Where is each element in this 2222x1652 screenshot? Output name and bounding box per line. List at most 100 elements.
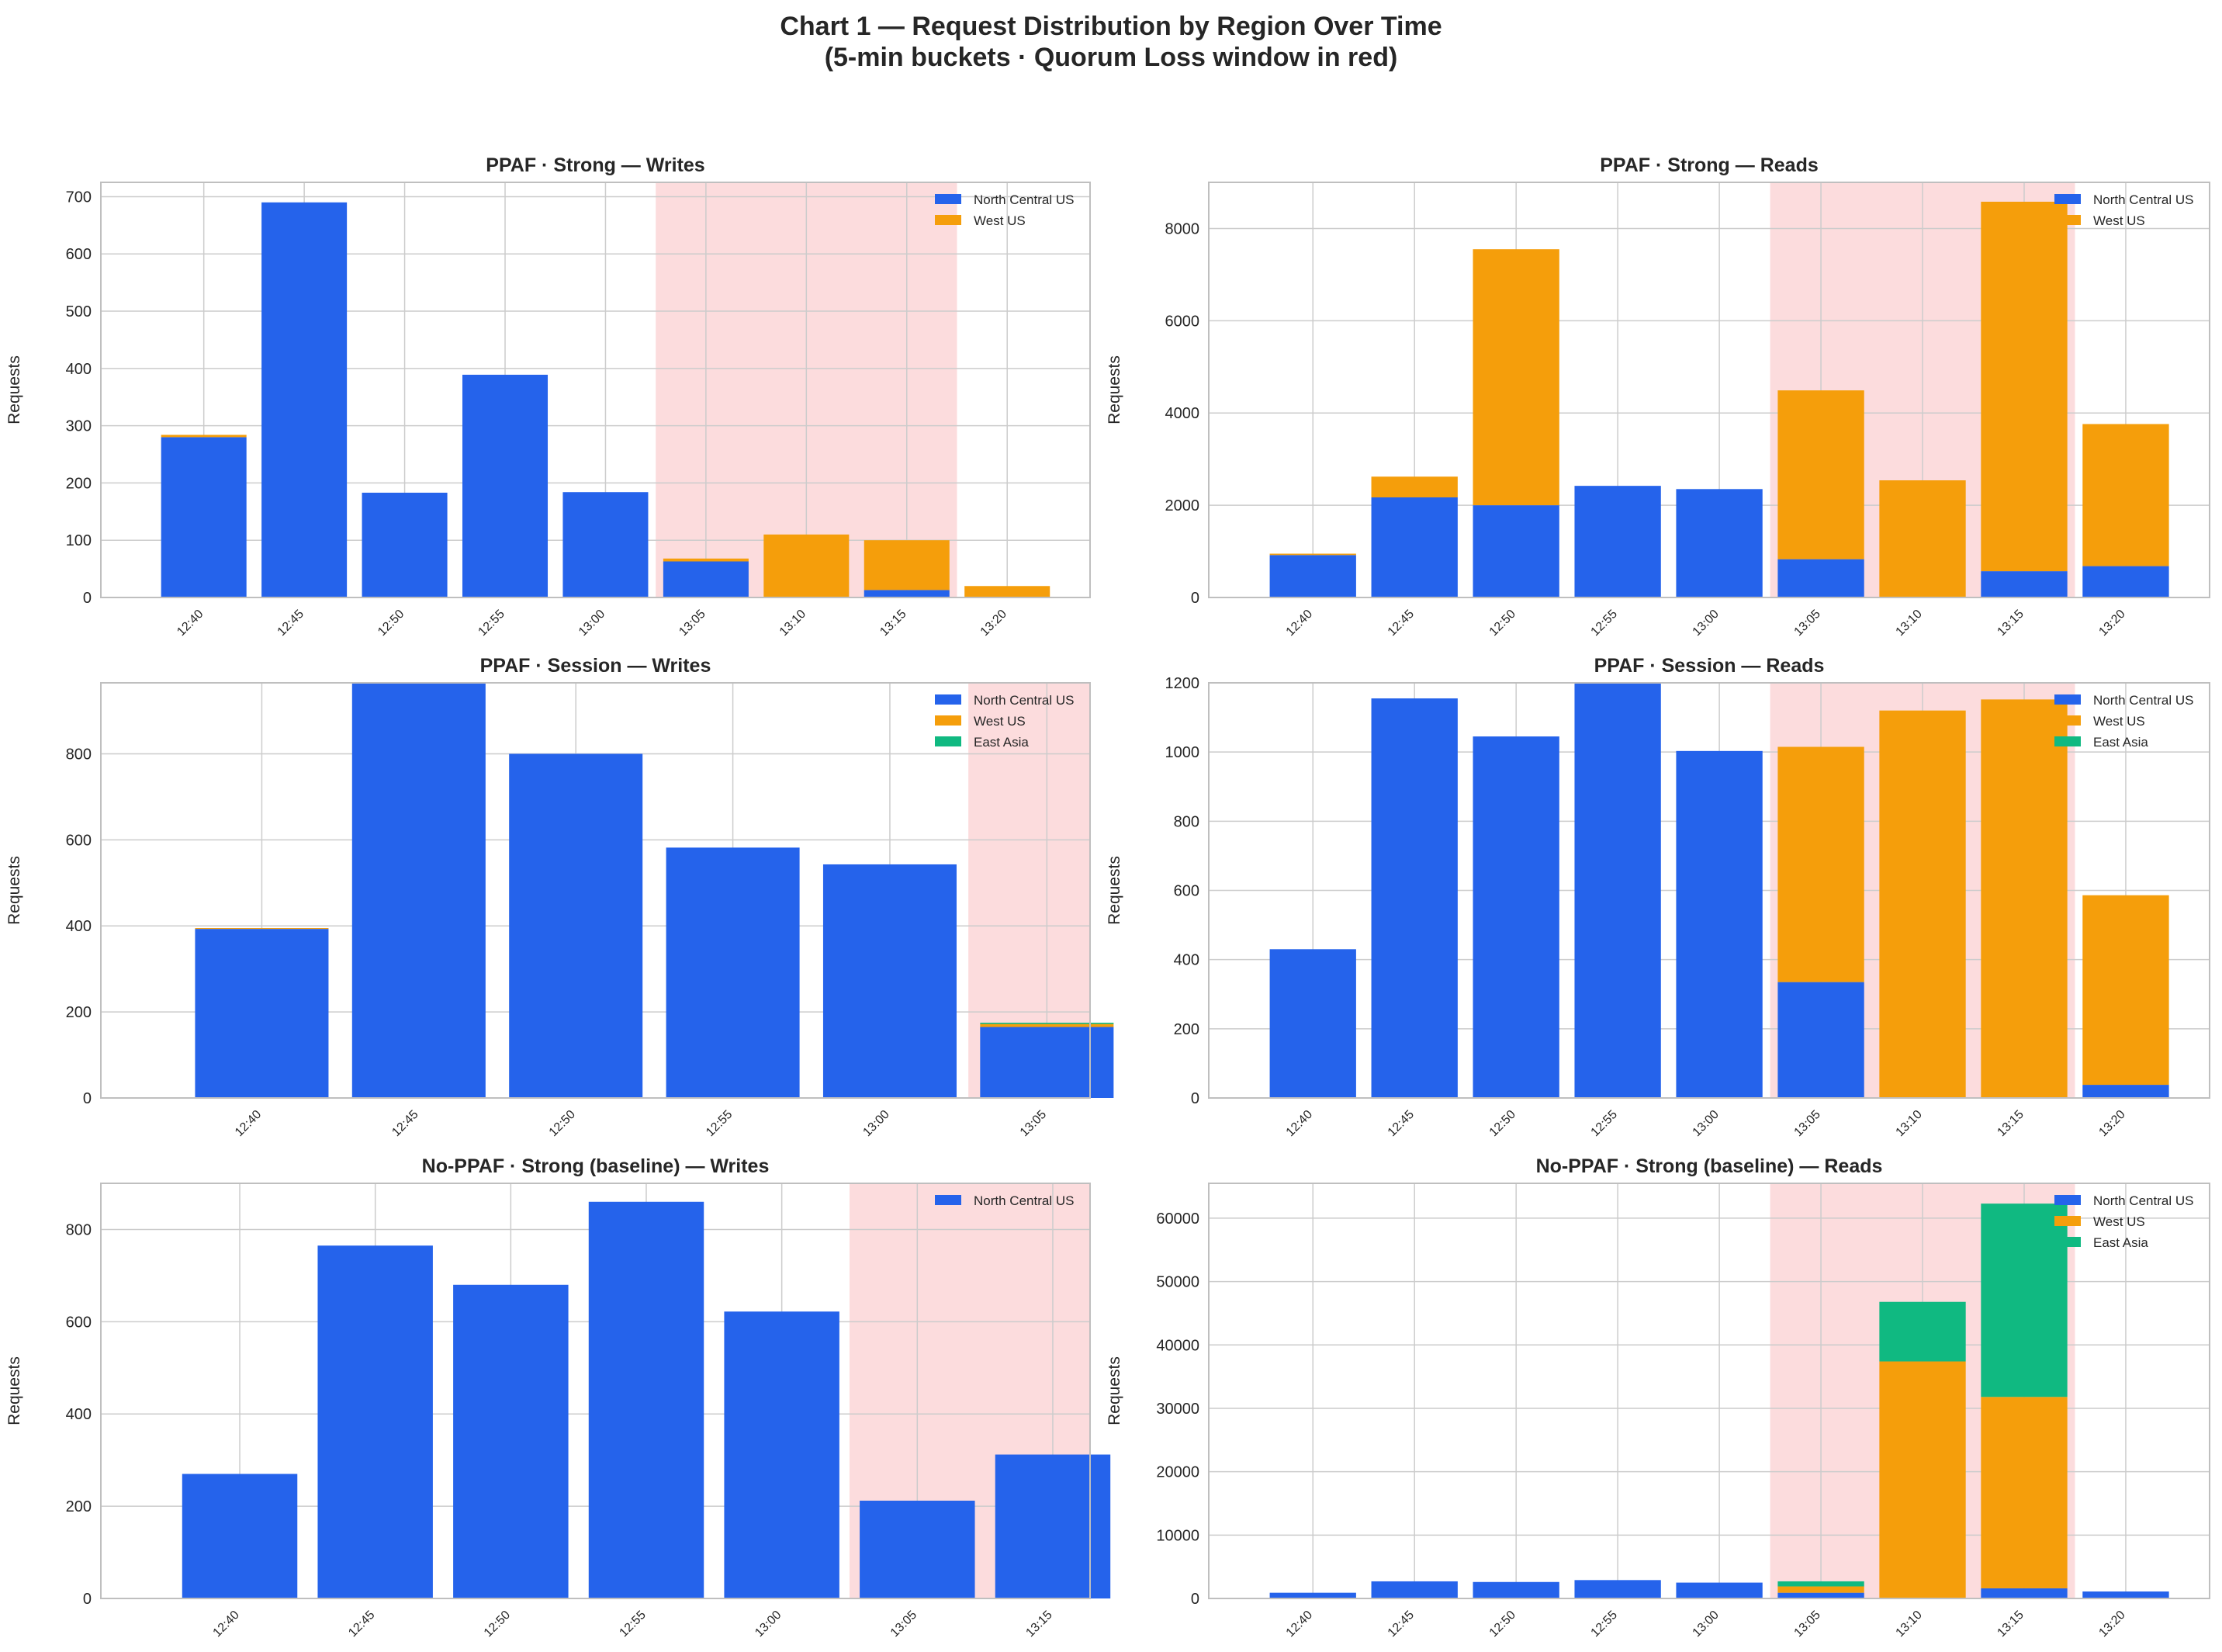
bar-north-central-us-1240	[195, 929, 329, 1098]
bar-north-central-us-1305	[1777, 559, 1864, 597]
bar-north-central-us-1255	[666, 847, 800, 1098]
x-tick-label: 12:40	[175, 608, 206, 639]
panel-6: 0 10000 20000 30000 40000 50000 60000 12:40 12:4…	[1106, 1155, 2210, 1640]
panel-2: 0 2000 4000 6000 8000 12:40 12:45 12:50 12:55 13:…	[1106, 154, 2210, 639]
y-axis-label: Requests	[1106, 856, 1123, 925]
y-tick-label: 200	[66, 475, 92, 492]
y-tick-label: 1000	[1165, 744, 1200, 761]
bar-west-us-1320	[964, 586, 1050, 597]
x-tick-label: 13:20	[2096, 1609, 2127, 1640]
bar-north-central-us-1240	[161, 437, 247, 597]
x-tick-label: 12:40	[233, 1108, 264, 1139]
bar-north-central-us-1305	[663, 561, 749, 597]
axes-frame	[1208, 682, 2210, 1099]
x-tick-label: 13:15	[1995, 1609, 2026, 1640]
bar-west-us-1315	[1981, 201, 2068, 572]
legend-swatch-west-us	[2054, 1216, 2081, 1226]
x-tick-label: 13:20	[2096, 608, 2127, 639]
x-tick-label: 12:40	[1284, 1108, 1315, 1139]
y-tick-label: 60000	[1156, 1210, 1199, 1228]
axes-frame	[1208, 182, 2210, 598]
x-tick-label: 13:05	[1792, 1108, 1823, 1139]
bar-north-central-us-1300	[724, 1311, 839, 1598]
y-tick-label: 0	[83, 1591, 92, 1608]
x-tick-label: 13:00	[1691, 1108, 1722, 1139]
y-tick-label: 20000	[1156, 1464, 1199, 1481]
axes-frame	[100, 682, 1091, 1099]
x-tick-label: 12:45	[275, 608, 306, 639]
legend-label-north-central-us: North Central US	[974, 693, 1074, 708]
x-tick-label: 13:00	[753, 1609, 784, 1640]
y-tick-label: 0	[1191, 1591, 1199, 1608]
y-tick-label: 40000	[1156, 1337, 1199, 1354]
legend-swatch-north-central-us	[2054, 694, 2081, 705]
legend-label-west-us: West US	[974, 213, 1026, 228]
y-tick-label: 200	[1174, 1021, 1199, 1038]
axes-frame	[100, 182, 1091, 598]
panel-title: No-PPAF · Strong (baseline) — Reads	[1536, 1155, 1883, 1177]
x-tick-label: 12:50	[1487, 1108, 1518, 1139]
bar-north-central-us-1300	[1676, 489, 1763, 597]
bar-west-us-1240	[161, 435, 247, 438]
bar-west-us-1305	[980, 1023, 1114, 1027]
legend-label-north-central-us: North Central US	[2093, 693, 2193, 708]
y-axis-label: Requests	[5, 856, 23, 925]
bar-north-central-us-1255	[1574, 683, 1661, 1098]
bar-north-central-us-1300	[1676, 750, 1763, 1098]
x-tick-label: 12:50	[376, 608, 407, 639]
legend-label-north-central-us: North Central US	[974, 1193, 1074, 1208]
x-tick-label: 13:20	[978, 608, 1009, 639]
y-tick-label: 8000	[1165, 220, 1200, 237]
bar-north-central-us-1245	[1371, 1581, 1458, 1598]
x-tick-label: 12:55	[1589, 1609, 1620, 1640]
bar-west-us-1315	[864, 540, 950, 590]
figure-title-line-1: Chart 1 — Request Distribution by Region…	[780, 12, 1442, 41]
x-tick-label: 12:55	[1589, 1108, 1620, 1139]
y-tick-label: 600	[66, 246, 92, 263]
bar-north-central-us-1300	[1676, 1582, 1763, 1598]
legend: North Central US West US East Asia	[2054, 693, 2193, 750]
y-tick-label: 50000	[1156, 1274, 1199, 1291]
x-tick-label: 12:50	[1487, 608, 1518, 639]
legend-label-west-us: West US	[2093, 714, 2145, 729]
bar-west-us-1315	[1981, 1397, 2068, 1588]
x-tick-label: 13:15	[1995, 1108, 2026, 1139]
x-tick-label: 12:40	[1284, 1609, 1315, 1640]
x-tick-label: 13:10	[1894, 1609, 1925, 1640]
bar-west-us-1305	[1777, 390, 1864, 559]
bar-north-central-us-1315	[995, 1454, 1111, 1598]
panel-1: 0 100 200 300 400 500 600 700 12:40 12:45 12:50 12:…	[5, 154, 1091, 639]
x-tick-label: 13:10	[777, 608, 808, 639]
y-tick-label: 400	[1174, 952, 1199, 969]
legend: North Central US West US East Asia	[2054, 1193, 2193, 1250]
bar-north-central-us-1315	[864, 590, 950, 597]
bar-north-central-us-1250	[1473, 505, 1559, 597]
x-tick-label: 12:40	[1284, 608, 1315, 639]
bar-north-central-us-1240	[1269, 555, 1356, 597]
bar-north-central-us-1250	[453, 1284, 569, 1598]
legend-swatch-east-asia	[935, 736, 961, 746]
x-tick-label: 12:55	[476, 608, 507, 639]
bar-west-us-1310	[763, 534, 850, 597]
x-tick-label: 12:50	[1487, 1609, 1518, 1640]
y-tick-label: 30000	[1156, 1401, 1199, 1418]
y-tick-label: 1200	[1165, 675, 1200, 692]
legend-swatch-east-asia	[2054, 1237, 2081, 1247]
y-tick-label: 2000	[1165, 497, 1200, 514]
bar-west-us-1305	[1777, 1586, 1864, 1593]
x-tick-label: 13:05	[1792, 1609, 1823, 1640]
panel-4: 0 200 400 600 800 1000 1200 12:40 12:45 12:50 12:5…	[1106, 655, 2210, 1139]
y-tick-label: 800	[66, 1221, 92, 1238]
x-tick-label: 12:45	[1386, 1609, 1417, 1640]
panel-title: PPAF · Strong — Writes	[486, 154, 704, 176]
bar-north-central-us-1255	[1574, 486, 1661, 597]
bar-east-asia-1305	[980, 1022, 1114, 1024]
legend-swatch-east-asia	[2054, 736, 2081, 746]
bar-north-central-us-1245	[261, 202, 348, 597]
legend-label-north-central-us: North Central US	[974, 192, 1074, 207]
bar-north-central-us-1320	[2082, 566, 2169, 597]
y-tick-label: 400	[66, 361, 92, 378]
bar-north-central-us-1305	[980, 1027, 1114, 1098]
bar-north-central-us-1320	[2082, 1591, 2169, 1598]
legend-label-west-us: West US	[2093, 213, 2145, 228]
